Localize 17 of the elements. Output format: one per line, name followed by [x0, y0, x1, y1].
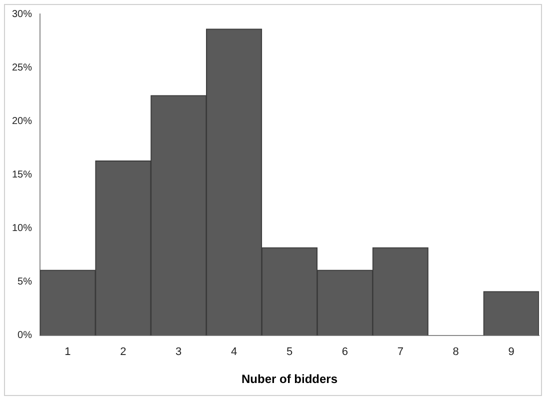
x-tick-label: 7 — [397, 346, 404, 358]
y-tick-label: 10% — [12, 223, 32, 234]
x-tick-label: 1 — [64, 346, 71, 358]
y-tick-label: 20% — [12, 116, 32, 127]
x-tick-label: 3 — [176, 346, 182, 358]
x-tick-label: 4 — [231, 346, 238, 358]
y-tick-label: 25% — [12, 62, 32, 74]
x-tick-label: 5 — [286, 346, 293, 358]
x-tick-label: 9 — [508, 346, 514, 358]
y-tick-label: 0% — [18, 330, 32, 342]
y-tick-label: 5% — [18, 276, 32, 288]
x-tick-label: 2 — [120, 346, 126, 358]
y-tick-label: 30% — [12, 8, 32, 20]
y-tick-label: 15% — [12, 169, 32, 180]
x-axis-title: Nuber of bidders — [242, 372, 338, 386]
x-tick-label: 8 — [452, 346, 459, 358]
x-tick-label: 6 — [342, 346, 348, 358]
